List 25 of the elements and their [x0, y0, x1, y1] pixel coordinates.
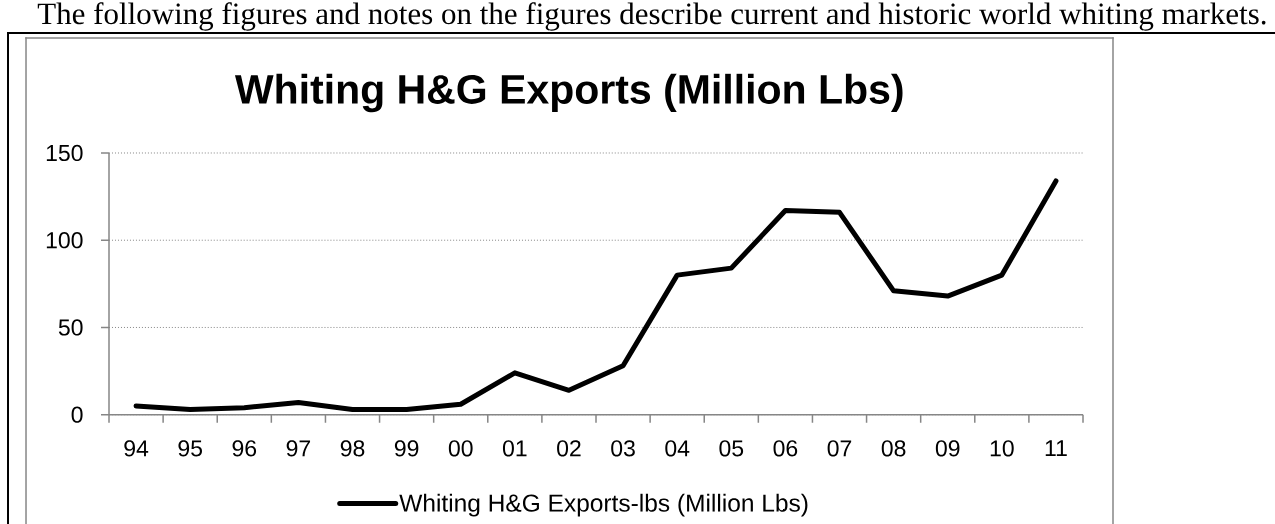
x-tick-label: 06 — [773, 440, 798, 457]
x-tick-label: 07 — [827, 440, 852, 457]
x-tick-label: 09 — [935, 440, 960, 457]
x-tick-label: 95 — [178, 440, 202, 457]
chart-title: Whiting H&G Exports (Million Lbs) — [234, 73, 903, 113]
x-tick-label: 01 — [502, 440, 527, 457]
legend-label: Whiting H&G Exports-lbs (Million Lbs) — [399, 493, 808, 517]
x-tick-label: 94 — [124, 440, 149, 457]
x-tick-label: 98 — [340, 440, 365, 457]
x-tick-label: 97 — [286, 440, 311, 457]
y-tick-label: 100 — [46, 232, 83, 249]
x-tick-label: 99 — [394, 440, 419, 457]
x-tick-label: 02 — [557, 440, 581, 457]
x-tick-label: 04 — [665, 440, 690, 457]
text: The following figures and notes on the figures describe current and historic world whiting markets. — [37, 2, 1266, 31]
y-tick-label: 50 — [58, 319, 83, 336]
x-tick-label: 03 — [611, 440, 635, 457]
x-tick-label: 10 — [990, 440, 1014, 457]
x-tick-label: 00 — [448, 440, 473, 457]
y-tick-label: 0 — [71, 406, 83, 423]
x-tick-label: 96 — [232, 440, 257, 457]
x-tick-label: 11 — [1045, 440, 1067, 457]
x-tick-label: 05 — [719, 440, 744, 457]
y-tick-label: 150 — [46, 144, 83, 162]
x-tick-label: 08 — [881, 440, 906, 457]
